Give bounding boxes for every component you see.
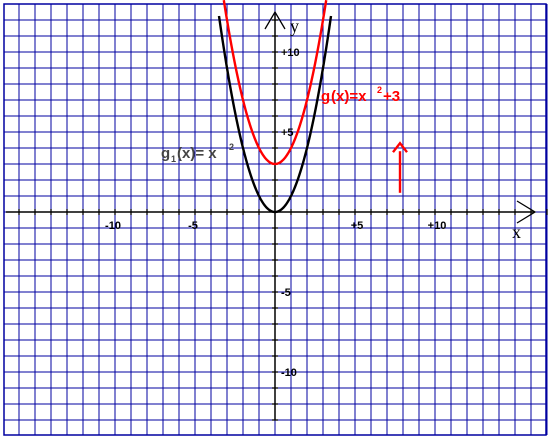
curves [217, 0, 333, 214]
label-expression: (x)= x [177, 145, 217, 162]
y-tick-label: +5 [281, 127, 294, 139]
y-tick-label: +10 [281, 47, 300, 59]
x-axis-label: x [512, 222, 521, 242]
label-subscript: 1 [171, 154, 176, 164]
x-tick-label: -10 [105, 220, 121, 232]
axes: xy [6, 10, 548, 421]
series-label-g1: g 1 (x)= x 2 [161, 142, 234, 164]
annotations [392, 141, 408, 193]
label-expression: (x)=x [331, 88, 367, 105]
grid [3, 3, 548, 436]
grid-border [3, 3, 547, 436]
tick-labels: -10 -5 +5 +10 +10 +5 -5 -10 [105, 47, 446, 379]
y-tick-label: -10 [281, 367, 297, 379]
x-tick-label: +10 [428, 220, 447, 232]
label-name: g [161, 145, 170, 162]
label-suffix: +3 [383, 88, 400, 105]
x-axis-arrowhead [516, 200, 537, 224]
y-axis-arrowhead [264, 10, 286, 30]
shift-arrow-head [392, 141, 408, 153]
x-tick-label: -5 [188, 220, 198, 232]
series-labels: g 1 (x)= x 2g (x)=x 2 +3 [161, 85, 400, 164]
x-tick-label: +5 [351, 220, 364, 232]
y-axis-label: y [290, 16, 299, 36]
y-tick-label: -5 [281, 287, 291, 299]
label-superscript: 2 [377, 85, 382, 95]
series-label-g: g (x)=x 2 +3 [321, 85, 400, 105]
label-superscript: 2 [229, 142, 234, 152]
label-name: g [321, 88, 330, 105]
